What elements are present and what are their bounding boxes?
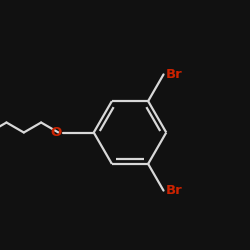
Text: Br: Br [166,68,182,81]
Text: O: O [50,126,62,139]
Text: Br: Br [166,184,182,197]
